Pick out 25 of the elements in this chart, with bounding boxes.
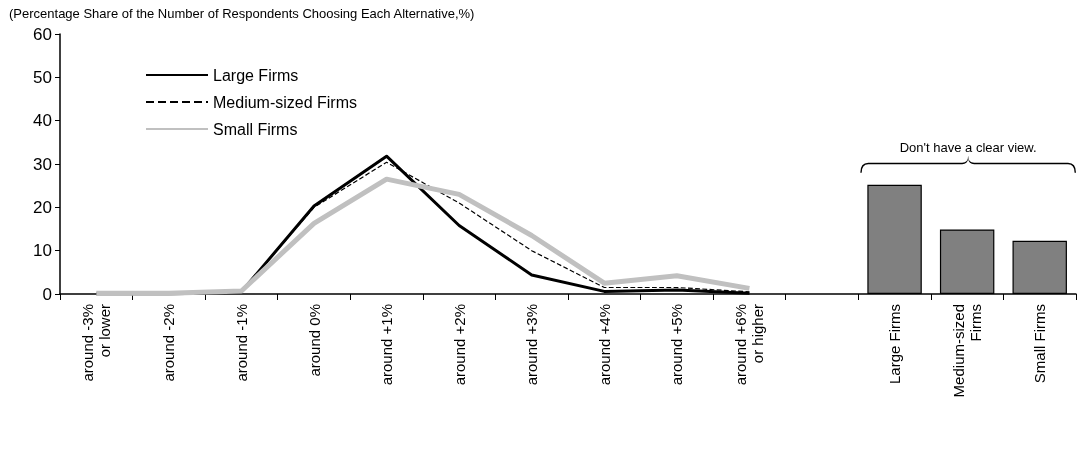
- legend-label: Medium-sized Firms: [213, 93, 358, 111]
- x-tick-label: around +2%: [450, 304, 468, 386]
- y-tick-label: 20: [33, 197, 52, 217]
- x-tick-label: around +1%: [378, 304, 396, 386]
- legend-label: Small Firms: [213, 120, 298, 138]
- x-tick-label: Small Firms: [1031, 304, 1049, 384]
- x-tick-label: around +4%: [595, 304, 613, 386]
- y-tick-label: 30: [33, 154, 52, 174]
- chart-title: (Percentage Share of the Number of Respondents Choosing Each Alternative,%): [9, 6, 475, 21]
- y-tick-label: 10: [33, 241, 52, 261]
- y-tick-label: 60: [33, 24, 52, 44]
- x-tick-label: around -3% or lower: [79, 304, 114, 382]
- x-tick-label: Medium-sized Firms: [950, 304, 985, 398]
- y-tick-label: 40: [33, 111, 52, 131]
- y-tick-label: 50: [33, 67, 52, 87]
- x-tick-label: Large Firms: [886, 304, 904, 385]
- x-tick-label: around 0%: [305, 304, 323, 377]
- x-tick-label: around +3%: [523, 304, 541, 386]
- y-tick-label: 0: [42, 284, 52, 304]
- annotation: Don't have a clear view.: [899, 139, 1037, 155]
- legend-label: Large Firms: [213, 66, 299, 84]
- x-tick-label: around -2%: [160, 304, 178, 382]
- x-tick-label: around +5%: [668, 304, 686, 386]
- x-tick-label: around +6% or higher: [732, 304, 767, 386]
- x-tick-label: around -1%: [232, 304, 250, 382]
